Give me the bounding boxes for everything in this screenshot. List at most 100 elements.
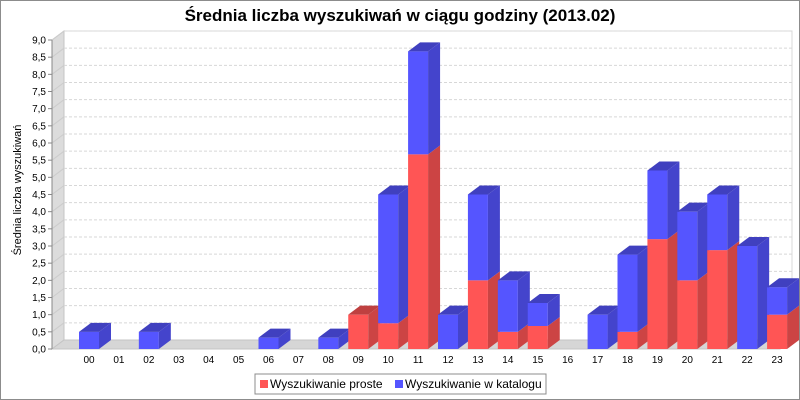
bar-20-s1-side bbox=[697, 202, 710, 281]
y-tick-label: 2,5 bbox=[32, 259, 46, 270]
bar-23-s1-front bbox=[767, 287, 788, 315]
bar-08-s1-front bbox=[318, 337, 339, 349]
y-tick-label: 1,5 bbox=[32, 293, 46, 304]
grid-line bbox=[51, 116, 65, 127]
x-tick-label: 07 bbox=[293, 355, 305, 366]
grid-line bbox=[51, 47, 65, 58]
grid-line bbox=[51, 236, 65, 247]
legend-swatch bbox=[395, 380, 403, 388]
bar-23-s1-side bbox=[787, 278, 800, 315]
x-tick-label: 05 bbox=[233, 355, 245, 366]
bar-14-s0-front bbox=[497, 331, 518, 349]
bar-08-s1-side bbox=[338, 328, 351, 349]
y-tick-label: 4,5 bbox=[32, 190, 46, 201]
y-tick-label: 7,5 bbox=[32, 87, 46, 98]
bar-13-s1-side bbox=[487, 185, 500, 281]
grid-line bbox=[51, 133, 65, 144]
bar-10-s0-front bbox=[378, 323, 399, 349]
y-tick-label: 6,0 bbox=[32, 139, 46, 150]
bar-10-s1-side bbox=[398, 185, 411, 324]
bar-11-s1-top bbox=[408, 42, 441, 52]
bar-10-s0-side bbox=[398, 314, 411, 349]
bar-12-s1-side bbox=[458, 305, 470, 349]
x-tick-label: 22 bbox=[742, 355, 754, 366]
x-tick-label: 06 bbox=[263, 355, 275, 366]
grid-line bbox=[51, 167, 65, 178]
bar-09-s0-side bbox=[368, 305, 381, 349]
bar-02-s1-side bbox=[158, 322, 171, 349]
x-tick-label: 08 bbox=[323, 355, 335, 366]
bar-18-s0-front bbox=[617, 331, 638, 349]
x-tick-label: 02 bbox=[143, 355, 155, 366]
grid-line bbox=[51, 150, 65, 161]
bar-02-s1-top bbox=[138, 322, 171, 332]
grid-line bbox=[51, 322, 65, 333]
bar-15-s1-side bbox=[547, 293, 560, 326]
bar-11-s0-side bbox=[428, 145, 441, 349]
y-tick-label: 1,0 bbox=[32, 310, 46, 321]
grid-line bbox=[51, 253, 65, 264]
grid-line bbox=[51, 270, 65, 281]
y-axis: 0,0 0,5 1,0 1,5 2,0 2,5 3,0 3,5 4,0 4,5 5,0 5,5 6,0 6… bbox=[32, 36, 53, 356]
bar-14-s1-top bbox=[497, 271, 530, 281]
bar-10-s1-front bbox=[378, 194, 399, 324]
bar-19-s1-side bbox=[667, 161, 680, 240]
y-tick-label: 3,5 bbox=[32, 224, 46, 235]
bar-13-s0-front bbox=[467, 280, 488, 349]
bar-08-s1-top bbox=[318, 328, 351, 338]
bar-17-s1-front bbox=[587, 314, 608, 349]
bar-21-s1-side bbox=[727, 185, 740, 251]
bar-23-s0-front bbox=[767, 314, 788, 349]
bar-09-s0-top bbox=[348, 305, 381, 315]
bar-21-s1-front bbox=[707, 194, 728, 251]
bar-11-s1-front bbox=[408, 51, 429, 155]
bar-13-s1-top bbox=[467, 185, 500, 195]
x-tick-label: 23 bbox=[772, 355, 784, 366]
y-tick-label: 7,0 bbox=[32, 104, 46, 115]
legend-label: Wyszukiwanie proste bbox=[270, 377, 383, 391]
bar-15-s0-front bbox=[527, 325, 548, 349]
x-tick-label: 09 bbox=[353, 355, 365, 366]
bar-11-s0-front bbox=[408, 154, 429, 349]
bar-15-s1-front bbox=[527, 302, 548, 326]
bar-12-s1-top bbox=[438, 305, 470, 315]
grid-line bbox=[51, 82, 65, 92]
x-tick-label: 04 bbox=[203, 355, 215, 366]
bar-21-s0-side bbox=[727, 241, 740, 349]
bar-14-s1-side bbox=[517, 271, 530, 332]
x-tick-label: 10 bbox=[383, 355, 395, 366]
bar-13-s0-side bbox=[487, 271, 500, 349]
bar-20-s1-top bbox=[677, 202, 710, 212]
bar-15-s0-side bbox=[547, 316, 560, 349]
bar-22-s1-front bbox=[737, 246, 758, 349]
bar-19-s1-top bbox=[647, 161, 680, 171]
grid-line bbox=[51, 305, 65, 316]
bar-17-s1-top bbox=[587, 305, 620, 315]
y-tick-label: 8,0 bbox=[32, 70, 46, 81]
bar-18-s1-front bbox=[617, 254, 638, 332]
y-tick-label: 0,5 bbox=[32, 327, 46, 338]
bar-22-s1-side bbox=[757, 237, 770, 349]
grid-line bbox=[51, 30, 65, 41]
y-tick-label: 8,5 bbox=[32, 53, 46, 64]
bar-11-s1-side bbox=[428, 42, 441, 155]
legend-swatch bbox=[260, 380, 268, 388]
bar-23-s1-top bbox=[767, 278, 800, 288]
y-tick-label: 2,0 bbox=[32, 276, 46, 287]
x-tick-label: 17 bbox=[592, 355, 604, 366]
bar-00-s1-front bbox=[79, 331, 99, 349]
bar-21-s0-front bbox=[707, 250, 728, 349]
grid-line bbox=[51, 99, 65, 110]
bar-10-s1-top bbox=[378, 185, 411, 195]
x-tick-label: 18 bbox=[622, 355, 634, 366]
y-tick-label: 6,5 bbox=[32, 121, 46, 132]
grid-line bbox=[51, 185, 65, 195]
bar-02-s1-front bbox=[138, 331, 159, 349]
bar-18-s1-top bbox=[617, 245, 650, 255]
bar-06-s1-front bbox=[258, 337, 279, 349]
x-tick-label: 14 bbox=[502, 355, 514, 366]
legend-label: Wyszukiwanie w katalogu bbox=[405, 377, 542, 391]
grid-line bbox=[51, 288, 65, 298]
bar-17-s1-side bbox=[607, 305, 620, 349]
